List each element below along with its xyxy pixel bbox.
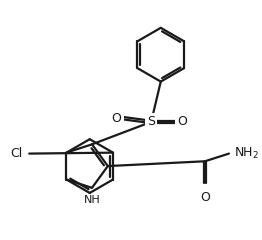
Text: NH$_2$: NH$_2$ — [234, 146, 259, 161]
Text: Cl: Cl — [10, 147, 23, 160]
Text: S: S — [147, 115, 155, 128]
Text: O: O — [112, 112, 122, 125]
Text: O: O — [177, 115, 187, 128]
Text: O: O — [200, 191, 210, 204]
Text: NH: NH — [84, 195, 100, 204]
